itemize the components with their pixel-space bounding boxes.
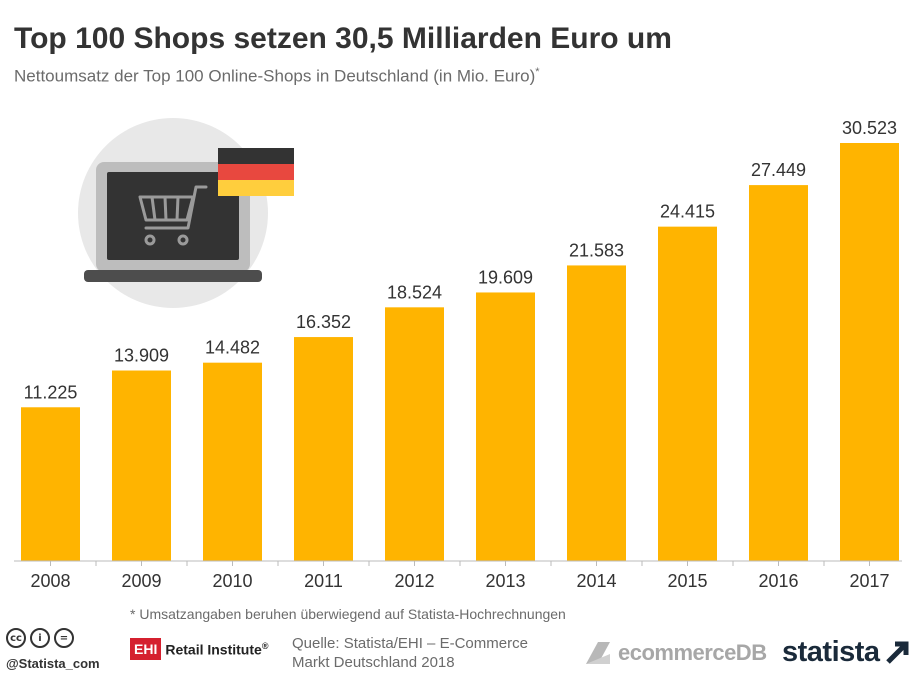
source-line-2: Markt Deutschland 2018 [292, 654, 455, 671]
value-label-2010: 14.482 [205, 338, 260, 358]
cc-icon: cc [6, 628, 26, 648]
subtitle-footnote-mark: * [535, 66, 540, 78]
value-label-2011: 16.352 [296, 312, 351, 332]
license-icons: cc i = [6, 628, 74, 648]
statista-handle: @Statista_com [6, 656, 100, 671]
ehi-logo-box: EHI [130, 638, 162, 660]
ehi-logo-text: Retail Institute® [165, 641, 268, 658]
x-tick-label-2011: 2011 [304, 571, 343, 591]
x-tick-label-2017: 2017 [849, 571, 889, 591]
bar-2014 [567, 265, 626, 561]
value-label-2013: 19.609 [478, 267, 533, 287]
laptop-illustration [78, 118, 294, 308]
source-text: Quelle: Statista/EHI – E-Commerce Markt … [292, 634, 528, 672]
ehi-logo: EHI Retail Institute® [130, 638, 268, 660]
bar-2013 [476, 292, 535, 561]
ecommercedb-wordmark: ecommerceDB [618, 640, 767, 665]
chart-subtitle: Nettoumsatz der Top 100 Online-Shops in … [14, 66, 540, 87]
value-label-2009: 13.909 [114, 346, 169, 366]
subtitle-text: Nettoumsatz der Top 100 Online-Shops in … [14, 66, 536, 86]
value-label-2014: 21.583 [569, 240, 624, 260]
x-tick-label-2012: 2012 [394, 571, 434, 591]
german-flag-icon [218, 148, 294, 196]
ehi-logo-label: Retail Institute [165, 641, 262, 658]
ehi-registered-mark: ® [261, 640, 269, 651]
statista-wordmark: statista [782, 636, 880, 668]
bar-chart: 11.225 13.909 14.482 16.352 18.524 19.609 21.5… [14, 118, 902, 591]
x-tick-label-2015: 2015 [667, 571, 707, 591]
x-tick-label-2013: 2013 [485, 571, 525, 591]
by-icon: i [30, 628, 50, 648]
bar-2015 [658, 226, 717, 562]
value-label-2008: 11.225 [24, 382, 78, 402]
x-tick-label-2014: 2014 [576, 571, 616, 591]
bar-2008 [21, 407, 80, 561]
x-tick-label-2016: 2016 [758, 571, 798, 591]
x-tick-label-2009: 2009 [121, 571, 161, 591]
bars-group [21, 143, 899, 562]
bar-2010 [203, 362, 262, 561]
laptop-icon [84, 162, 262, 282]
bar-2016 [749, 185, 808, 561]
ecommercedb-mark-icon [586, 642, 610, 664]
ecommercedb-logo: ecommerceDB [584, 640, 767, 666]
x-tick-labels-group: 2008 2009 2010 2011 2012 2013 2014 2015 2016 2017 [30, 571, 889, 591]
footer: cc i = @Statista_com EHI Retail Institut… [0, 620, 912, 684]
value-label-2017: 30.523 [842, 118, 897, 138]
value-label-2016: 27.449 [751, 160, 806, 180]
bar-2009 [112, 370, 171, 561]
value-labels-group: 11.225 13.909 14.482 16.352 18.524 19.609 21.5… [24, 118, 897, 402]
bar-2017 [840, 143, 899, 561]
source-line-1: Quelle: Statista/EHI – E-Commerce [292, 635, 528, 652]
value-label-2015: 24.415 [660, 202, 715, 222]
shopping-cart-icon [138, 185, 208, 246]
bar-2011 [294, 337, 353, 561]
x-tick-lines-group [50, 561, 870, 566]
bar-2012 [385, 307, 444, 561]
chart-title: Top 100 Shops setzen 30,5 Milliarden Eur… [14, 22, 672, 55]
footnote: * Umsatzangaben beruhen überwiegend auf … [130, 606, 566, 622]
nd-icon: = [54, 628, 74, 648]
statista-mark-icon [885, 641, 909, 664]
x-tick-label-2008: 2008 [30, 571, 70, 591]
statista-logo: statista [782, 636, 910, 669]
value-label-2012: 18.524 [387, 282, 442, 302]
x-tick-label-2010: 2010 [212, 571, 252, 591]
